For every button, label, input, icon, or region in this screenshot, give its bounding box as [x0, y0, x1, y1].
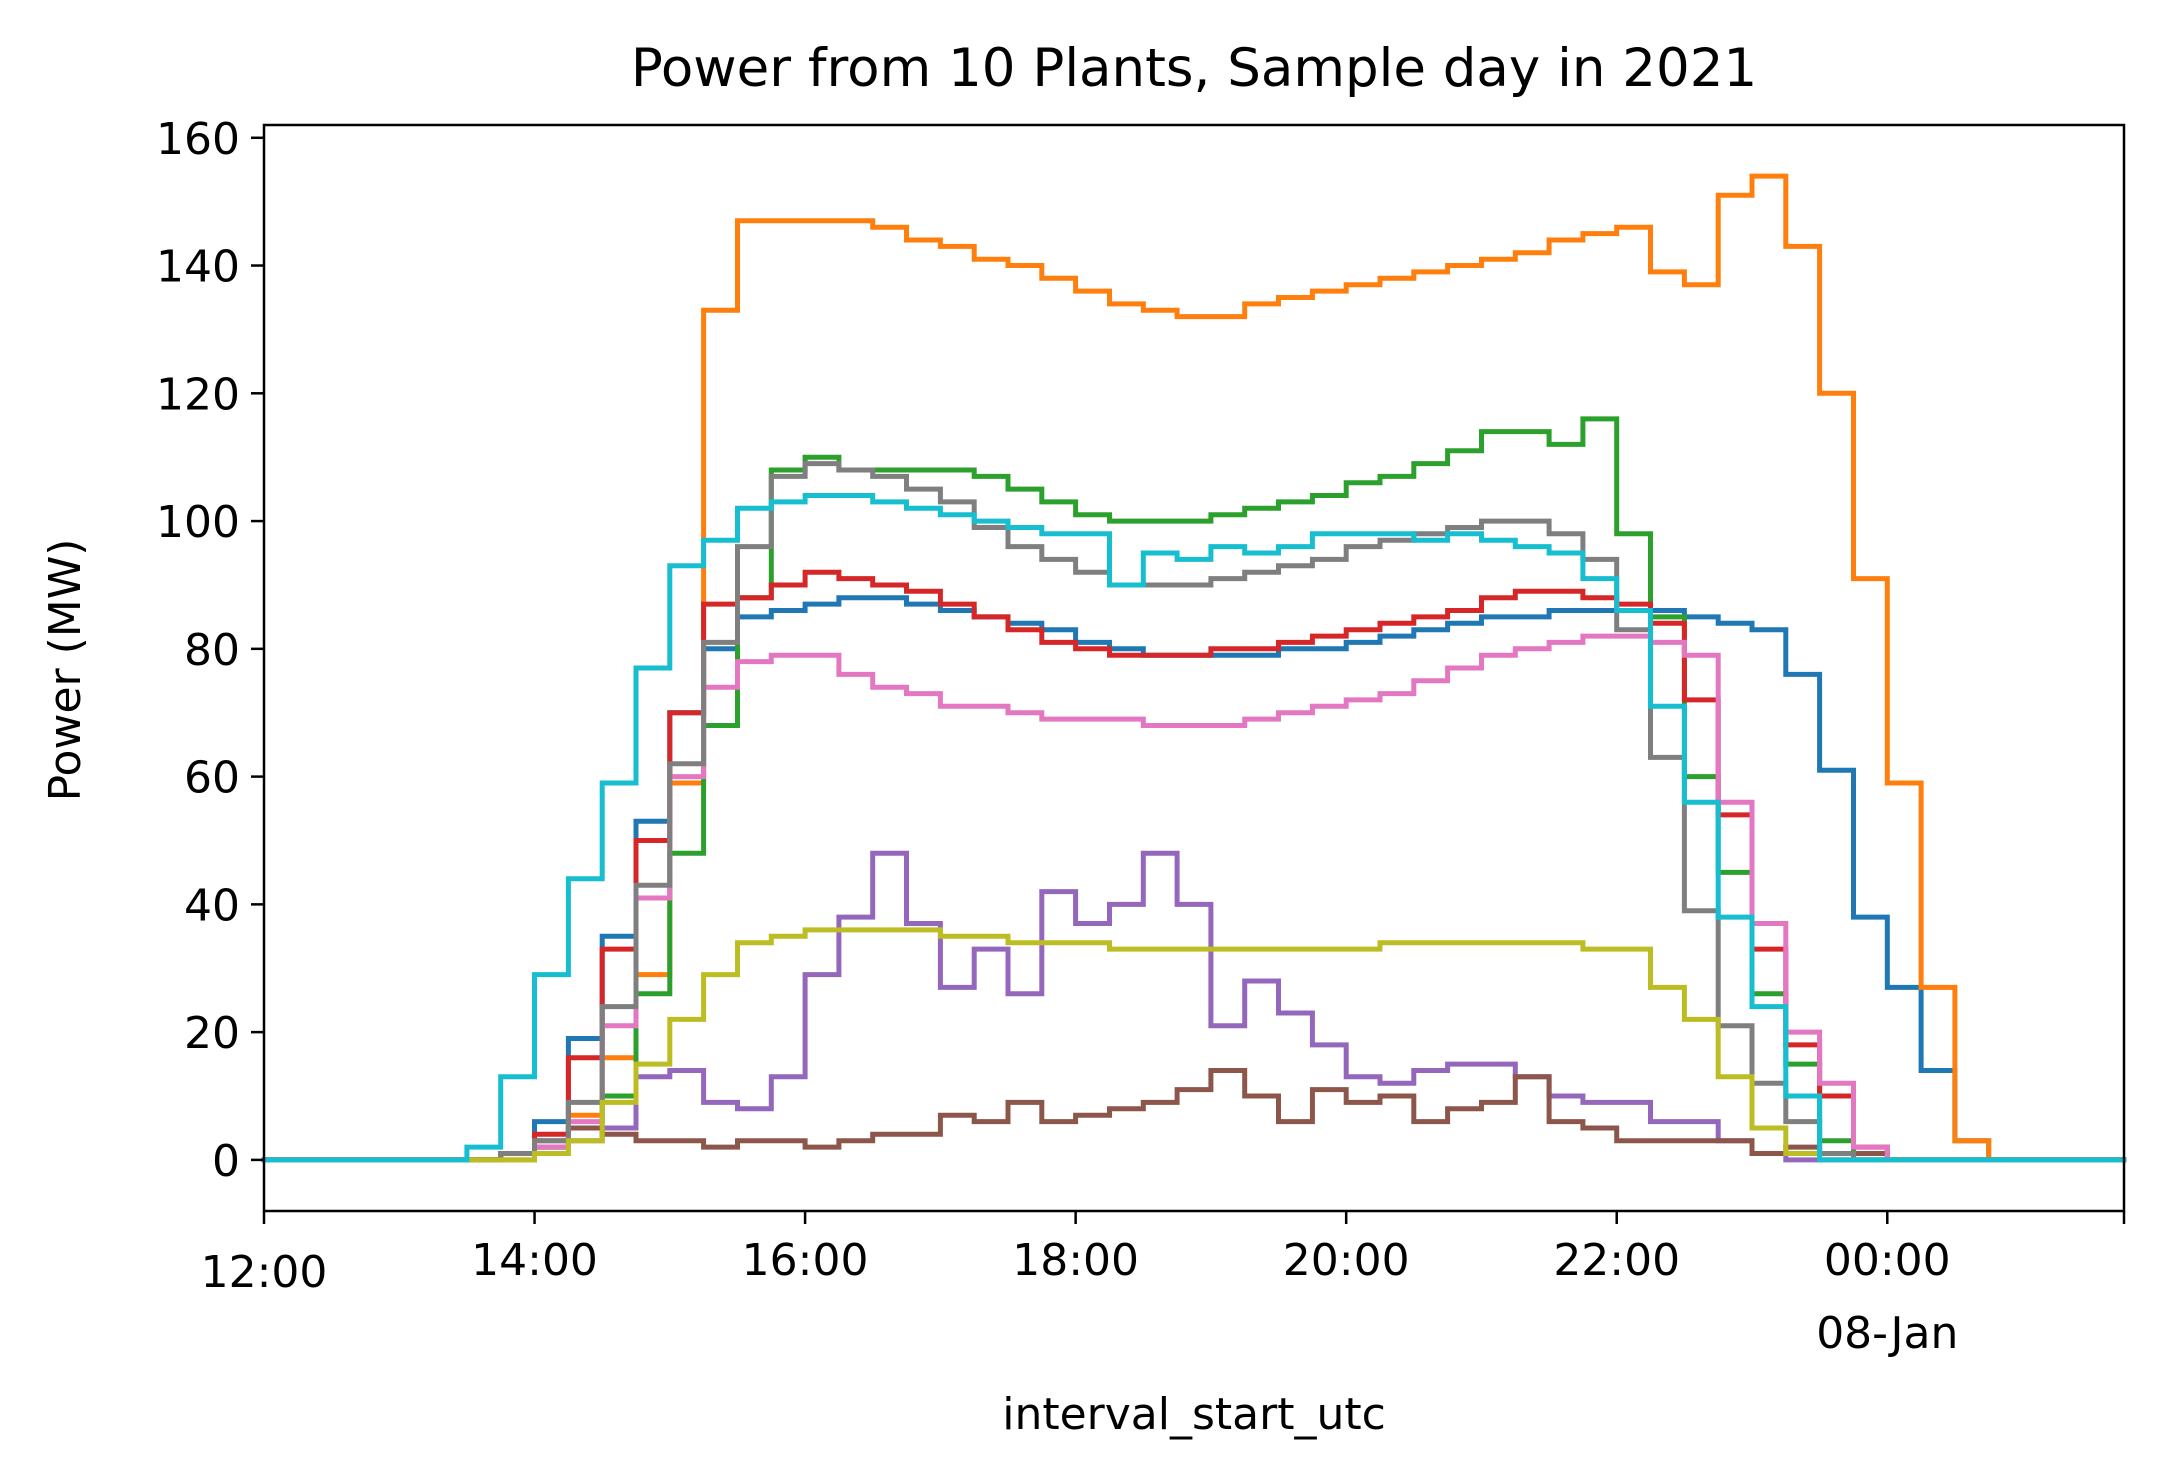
chart-title: Power from 10 Plants, Sample day in 2021	[631, 38, 1757, 99]
x-tick-label: 20:00	[1283, 1235, 1410, 1286]
y-axis-label: Power (MW)	[40, 539, 91, 802]
x-tick-sublabel: 08-Jan	[1816, 1308, 1958, 1359]
series-line-2	[261, 173, 2127, 1163]
series-line-8	[261, 461, 2127, 1163]
x-tick-label: 18:00	[1012, 1235, 1139, 1286]
x-tick-label: 16:00	[742, 1235, 869, 1286]
x-tick-label: 12:00	[201, 1247, 328, 1298]
series-line-9	[261, 927, 2127, 1163]
x-tick-label: 22:00	[1553, 1235, 1680, 1286]
y-axis-ticks: 0 20 40 60 80 100 120 140 160	[156, 114, 264, 1187]
y-tick-label: 100	[156, 497, 240, 548]
y-tick-label: 40	[184, 880, 240, 931]
y-tick-label: 160	[156, 114, 240, 165]
series-layer	[261, 173, 2127, 1163]
y-tick-label: 140	[156, 242, 240, 293]
x-tick-label: 00:00	[1824, 1235, 1951, 1286]
y-tick-label: 60	[184, 753, 240, 804]
series-line-6	[261, 1068, 2127, 1163]
y-tick-label: 80	[184, 625, 240, 676]
series-line-10	[261, 493, 2127, 1163]
x-axis-label: interval_start_utc	[1002, 1389, 1386, 1440]
y-tick-label: 120	[156, 369, 240, 420]
series-line-3	[261, 416, 2127, 1163]
y-tick-label: 0	[212, 1136, 240, 1187]
y-tick-label: 20	[184, 1008, 240, 1059]
plot-frame	[262, 123, 2126, 1213]
series-line-4	[261, 569, 2127, 1163]
x-axis-ticks: 12:00 14:00 16:00 18:00 20:00 22:00 00:00 08-Ja…	[201, 1211, 2126, 1359]
series-line-5	[261, 850, 2127, 1163]
x-tick-label: 14:00	[471, 1235, 598, 1286]
